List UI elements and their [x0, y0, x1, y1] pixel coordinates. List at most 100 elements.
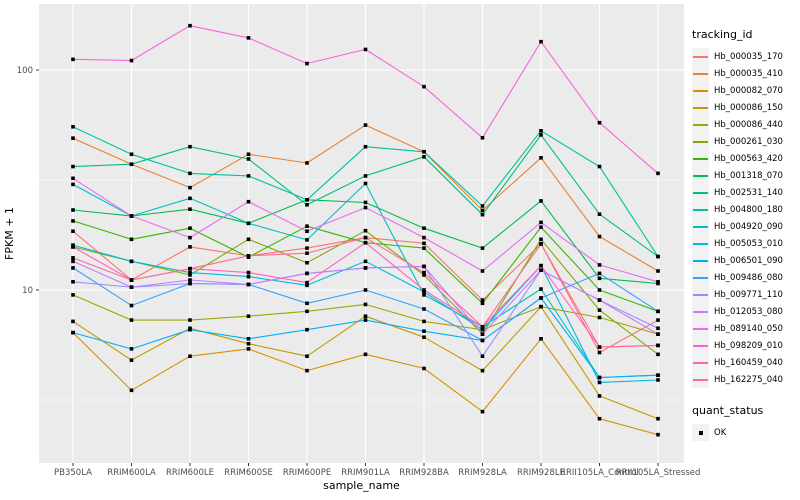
- data-point: [246, 274, 251, 279]
- data-point: [363, 352, 368, 357]
- data-point: [539, 268, 543, 273]
- legend-item: Hb_005053_010: [692, 235, 798, 252]
- line-key-icon: [692, 286, 709, 303]
- data-point: [422, 246, 426, 250]
- legend-item-label: Hb_009771_110: [714, 289, 783, 300]
- data-point: [188, 171, 192, 176]
- legend-item-label: Hb_005053_010: [714, 238, 783, 249]
- data-point: [246, 347, 251, 351]
- data-point: [539, 155, 543, 160]
- line-key-icon: [692, 269, 709, 286]
- data-point: [363, 205, 368, 210]
- data-point: [422, 155, 426, 159]
- data-point: [422, 307, 426, 311]
- data-point: [305, 301, 309, 306]
- data-point: [656, 416, 660, 421]
- line-key-icon: [692, 116, 709, 133]
- data-point: [71, 208, 75, 212]
- data-point: [71, 124, 75, 129]
- data-point: [305, 354, 309, 359]
- data-point: [656, 171, 660, 176]
- y-tick-label: 100: [17, 66, 33, 76]
- data-point: [597, 120, 602, 125]
- data-point: [480, 332, 485, 336]
- data-point: [422, 288, 426, 292]
- data-point: [305, 161, 309, 165]
- x-tick-label: RRII105LA_Stressed: [616, 468, 701, 478]
- legend-title-tracking-id: tracking_id: [692, 28, 753, 41]
- data-point: [305, 280, 309, 285]
- data-point: [363, 174, 368, 178]
- data-point: [246, 314, 251, 319]
- line-key-icon: [692, 371, 709, 388]
- data-point: [480, 246, 485, 250]
- data-point: [480, 269, 485, 273]
- data-point: [71, 293, 75, 297]
- legend-item-label: Hb_000086_150: [714, 102, 783, 113]
- data-point: [480, 338, 485, 343]
- data-point: [188, 281, 192, 286]
- legend-item-label: Hb_089140_050: [714, 323, 783, 334]
- legend-item-label: Hb_006501_090: [714, 255, 783, 266]
- data-point: [188, 23, 192, 28]
- line-key-icon: [692, 184, 709, 201]
- legend-item-label: Hb_000563_420: [714, 153, 783, 164]
- data-point: [597, 394, 602, 398]
- data-point: [71, 266, 75, 270]
- data-point: [539, 263, 543, 268]
- x-tick-label: RRIM600SE: [224, 468, 273, 478]
- x-tick-label: RRIM928LA: [458, 468, 507, 478]
- data-point: [656, 279, 660, 284]
- legend-item: Hb_000261_030: [692, 133, 798, 150]
- data-point: [305, 224, 309, 228]
- data-point: [656, 318, 660, 322]
- line-key-icon: [692, 354, 709, 371]
- line-key-icon: [692, 303, 709, 320]
- data-point: [363, 228, 368, 233]
- legend-item-label: Hb_004800_180: [714, 204, 783, 215]
- legend-item-label: Hb_162275_040: [714, 374, 783, 385]
- data-point: [188, 354, 192, 359]
- data-point: [597, 276, 602, 281]
- data-point: [539, 129, 543, 133]
- data-point: [305, 271, 309, 276]
- legend-item: Hb_000086_150: [692, 99, 798, 116]
- data-point: [480, 301, 485, 306]
- data-point: [363, 266, 368, 270]
- data-point: [71, 182, 75, 187]
- data-point: [246, 341, 251, 346]
- line-key-icon: [692, 252, 709, 269]
- data-point: [422, 235, 426, 240]
- data-point: [188, 196, 192, 201]
- x-tick-label: RRIM600LA: [107, 468, 156, 478]
- legend-item: Hb_002531_140: [692, 184, 798, 201]
- data-point: [363, 181, 368, 186]
- legend-item: Hb_000035_410: [692, 65, 798, 82]
- data-point: [305, 283, 309, 288]
- data-point: [597, 212, 602, 217]
- legend-item-label: Hb_000082_070: [714, 85, 783, 96]
- data-point: [305, 202, 309, 207]
- data-point: [129, 318, 134, 322]
- data-point: [597, 234, 602, 239]
- data-point: [246, 157, 251, 161]
- data-point: [305, 251, 309, 255]
- data-point: [539, 133, 543, 137]
- data-point: [188, 235, 192, 240]
- line-key-icon: [692, 48, 709, 65]
- data-point: [129, 278, 134, 282]
- data-point: [480, 208, 485, 213]
- data-point: [305, 198, 309, 202]
- data-point: [363, 314, 368, 319]
- x-tick-label: RRIM901LA: [341, 468, 390, 478]
- legend-item-ok: OK: [692, 424, 798, 441]
- data-point: [539, 199, 543, 203]
- data-point: [71, 164, 75, 169]
- legend-item: Hb_000035_170: [692, 48, 798, 65]
- data-point: [71, 229, 75, 234]
- x-tick-label: RRIM928BA: [399, 468, 449, 478]
- line-key-icon: [692, 337, 709, 354]
- legend-item: Hb_009486_080: [692, 269, 798, 286]
- data-point: [188, 270, 192, 275]
